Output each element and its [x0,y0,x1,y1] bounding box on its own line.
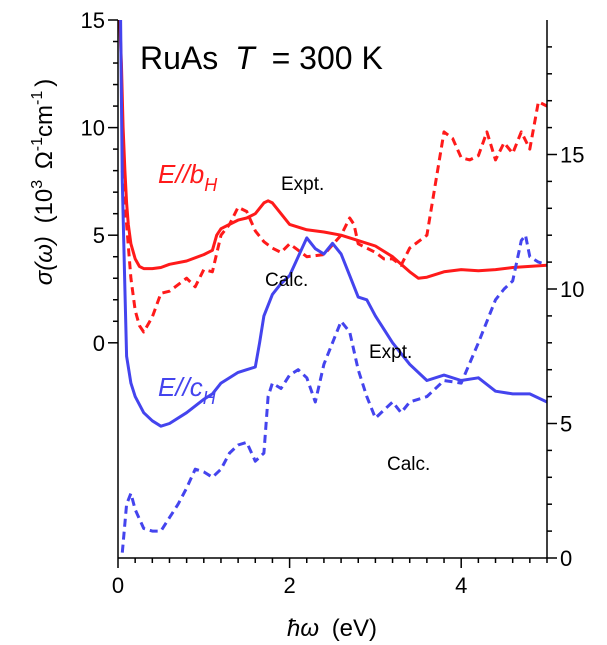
x-tick-label: 4 [455,573,467,598]
x-axis-label-unit: (eV) [332,615,377,642]
x-tick-label: 0 [112,573,124,598]
y-left-tick-label: 10 [81,116,105,141]
x-axis-label-symbol: ħω [287,615,319,642]
title-temp-symbol: T [235,40,257,76]
y-axis-label-close: ) [31,79,58,87]
y-axis-label-exp3: 3 [29,180,46,189]
series-layer [118,20,547,553]
series-label-c-sub: H [203,388,217,408]
title-material: RuAs [140,40,218,76]
series-label-b-main: E//b [158,159,204,189]
series-line-3 [120,233,547,553]
x-axis-label: ħω (eV) [287,615,377,642]
y-left-tick-label: 15 [81,8,105,33]
y-axis-label-exp1b: -1 [29,91,46,105]
title-temp-value: = 300 K [272,40,383,76]
y-right-tick-label: 5 [560,412,572,437]
x-tick-label: 2 [283,573,295,598]
y-axis-label-omega: Ω [31,151,58,169]
y-left-tick-label: 5 [93,223,105,248]
annotation-expt-b: Expt. [281,174,324,195]
series-line-1 [120,100,547,334]
annotation-calc-c: Calc. [387,454,430,475]
y-right-tick-label: 10 [560,277,584,302]
chart-title: RuAs T = 300 K [140,40,383,76]
annotation-expt-c: Expt. [369,342,412,363]
series-label-c: E//cH [158,372,217,408]
series-line-2 [119,20,547,428]
y-right-tick-label: 15 [560,143,584,168]
series-label-b: E//bH [158,159,218,195]
y-axis-label: σ(ω) (103 Ω-1cm-1) [21,79,58,286]
y-left-tick-label: 0 [93,331,105,356]
y-axis-label-cm: cm [31,105,58,137]
series-label-c-main: E//c [158,372,203,402]
tick-layer: 0 2 4 0 5 10 15 0 5 10 15 [81,8,585,598]
series-line-0 [118,20,547,280]
y-axis-label-exp1: -1 [29,137,46,151]
annotation-calc-b: Calc. [265,270,308,291]
series-label-b-sub: H [204,175,218,195]
y-right-tick-label: 0 [560,546,572,571]
y-axis-label-open: (10 [31,189,58,224]
y-axis-label-symbol: σ(ω) [31,236,58,285]
